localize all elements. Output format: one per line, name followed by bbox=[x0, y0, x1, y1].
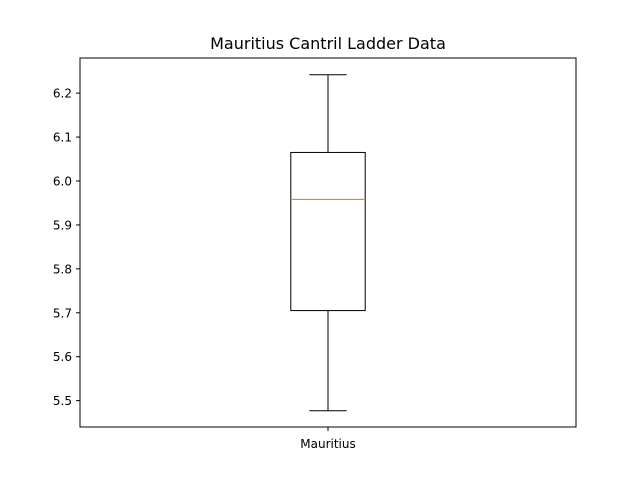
y-tick-label: 6.0 bbox=[53, 175, 72, 189]
y-tick-label: 5.8 bbox=[53, 262, 72, 276]
chart-title: Mauritius Cantril Ladder Data bbox=[210, 34, 446, 53]
y-tick-label: 5.6 bbox=[53, 350, 72, 364]
x-axis: Mauritius bbox=[300, 427, 356, 451]
y-tick-label: 5.5 bbox=[53, 394, 72, 408]
y-tick-label: 6.2 bbox=[53, 87, 72, 101]
plot-area bbox=[290, 74, 366, 412]
y-axis: 5.5 5.6 5.7 5.8 5.9 6.0 6.1 6.2 bbox=[53, 87, 80, 408]
box-group bbox=[290, 74, 366, 412]
iqr-box bbox=[290, 151, 366, 312]
y-tick-label: 6.1 bbox=[53, 131, 72, 145]
y-tick-label: 5.9 bbox=[53, 218, 72, 232]
axes-frame bbox=[79, 57, 577, 428]
x-tick-label: Mauritius bbox=[300, 437, 355, 451]
y-tick-label: 5.7 bbox=[53, 306, 72, 320]
